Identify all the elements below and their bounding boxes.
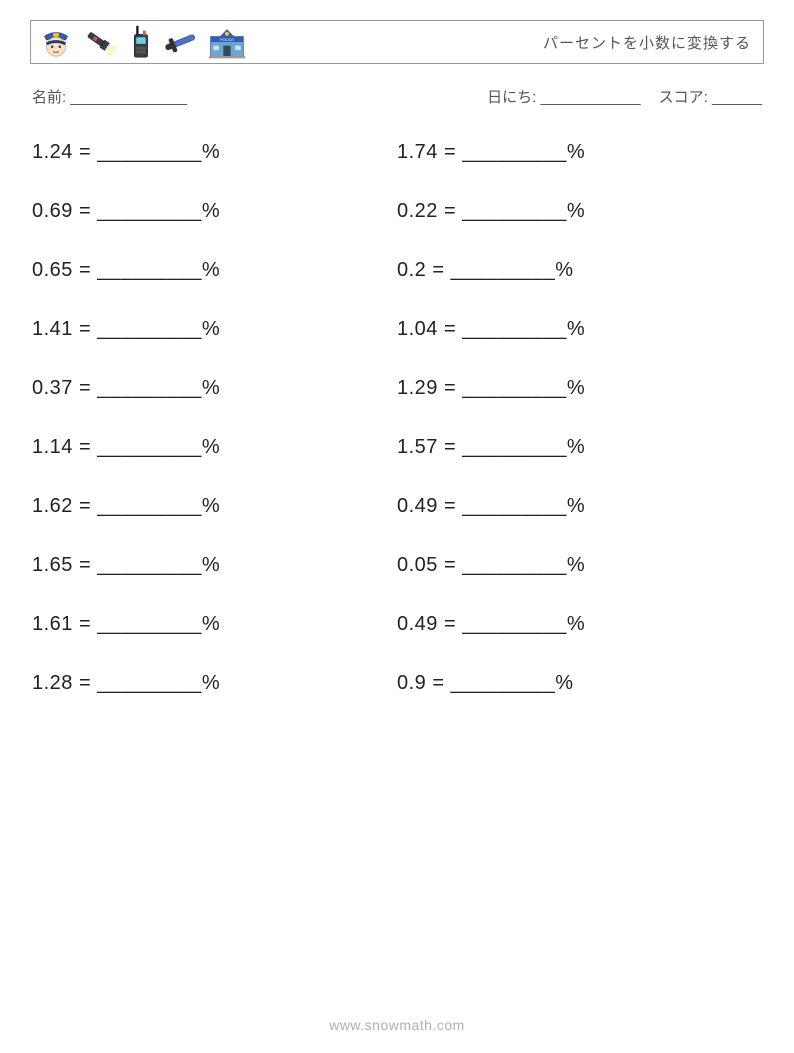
header-box: POLICE パーセントを小数に変換する xyxy=(30,20,764,64)
problem-item: 0.49 = _________% xyxy=(397,495,762,518)
info-row: 名前: ______________ 日にち: ____________ スコア… xyxy=(30,86,764,107)
header-icons: POLICE xyxy=(37,23,247,61)
info-right: 日にち: ____________ スコア: ______ xyxy=(487,86,762,107)
problem-item: 0.9 = _________% xyxy=(397,672,762,695)
problem-item: 1.04 = _________% xyxy=(397,318,762,341)
police-officer-icon xyxy=(37,23,75,61)
problem-item: 0.49 = _________% xyxy=(397,613,762,636)
worksheet-title: パーセントを小数に変換する xyxy=(543,32,751,53)
flashlight-icon xyxy=(81,23,119,61)
problem-item: 0.65 = _________% xyxy=(32,259,397,282)
problem-item: 1.61 = _________% xyxy=(32,613,397,636)
name-field: 名前: ______________ xyxy=(32,86,187,107)
problem-item: 1.74 = _________% xyxy=(397,141,762,164)
problem-item: 1.57 = _________% xyxy=(397,436,762,459)
problem-item: 1.24 = _________% xyxy=(32,141,397,164)
problem-item: 1.41 = _________% xyxy=(32,318,397,341)
score-field: スコア: ______ xyxy=(659,86,762,107)
baton-icon xyxy=(161,23,201,61)
problem-item: 0.69 = _________% xyxy=(32,200,397,223)
footer-url: www.snowmath.com xyxy=(0,1017,794,1033)
problem-item: 1.65 = _________% xyxy=(32,554,397,577)
problem-item: 1.14 = _________% xyxy=(32,436,397,459)
police-station-icon: POLICE xyxy=(207,23,247,61)
problem-item: 0.37 = _________% xyxy=(32,377,397,400)
svg-text:POLICE: POLICE xyxy=(220,38,234,42)
problem-item: 0.2 = _________% xyxy=(397,259,762,282)
radio-icon xyxy=(125,23,155,61)
worksheet-page: POLICE パーセントを小数に変換する 名前: ______________ … xyxy=(0,0,794,1053)
problems-grid: 1.24 = _________%1.74 = _________% 0.69 =… xyxy=(30,141,764,695)
problem-item: 0.05 = _________% xyxy=(397,554,762,577)
problem-item: 1.62 = _________% xyxy=(32,495,397,518)
problem-item: 1.28 = _________% xyxy=(32,672,397,695)
problem-item: 1.29 = _________% xyxy=(397,377,762,400)
problem-item: 0.22 = _________% xyxy=(397,200,762,223)
date-field: 日にち: ____________ xyxy=(487,86,640,107)
